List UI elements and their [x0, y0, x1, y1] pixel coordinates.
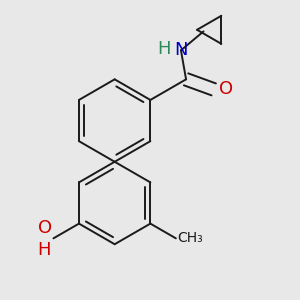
Text: H: H — [157, 40, 171, 58]
Text: H: H — [37, 241, 50, 259]
Text: N: N — [174, 41, 188, 59]
Text: CH₃: CH₃ — [177, 231, 203, 245]
Text: O: O — [219, 80, 233, 98]
Text: O: O — [38, 219, 52, 237]
